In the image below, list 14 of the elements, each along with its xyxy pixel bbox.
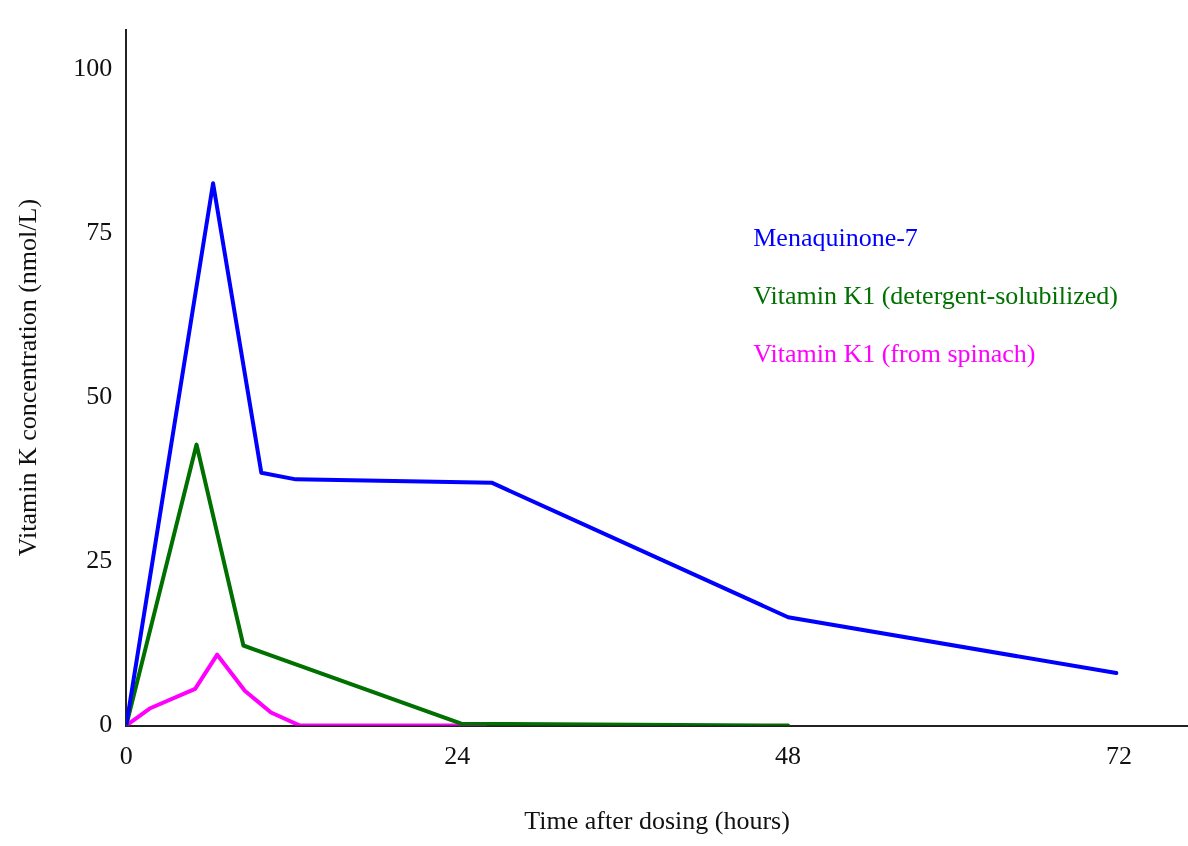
y-axis-title: Vitamin K concentration (nmol/L) — [13, 198, 43, 557]
text: Vitamin K1 (from spinach) — [753, 339, 1036, 369]
text: Vitamin K1 (detergent-solubilized) — [753, 281, 1118, 311]
x-axis-title: Time after dosing (hours) — [524, 806, 790, 836]
y-tick-label: 25 — [86, 545, 113, 575]
x-tick-label: 0 — [119, 741, 133, 771]
y-tick-label: 75 — [86, 216, 113, 246]
x-tick-label: 24 — [444, 741, 471, 771]
x-tick-label: 72 — [1106, 741, 1133, 771]
y-tick-label: 50 — [86, 381, 113, 411]
y-tick-label: 100 — [73, 52, 113, 82]
y-tick-label: 0 — [99, 709, 113, 739]
x-tick-label: 48 — [775, 741, 802, 771]
text: Menaquinone-7 — [753, 223, 918, 253]
